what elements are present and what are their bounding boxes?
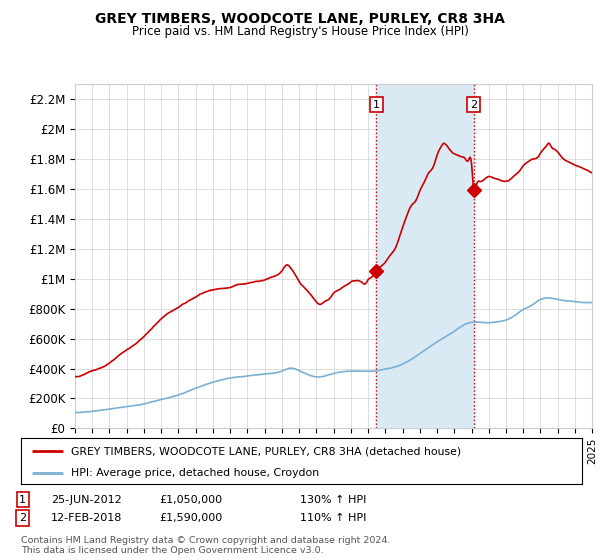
Text: 12-FEB-2018: 12-FEB-2018 [51,513,122,523]
Text: HPI: Average price, detached house, Croydon: HPI: Average price, detached house, Croy… [71,468,320,478]
Text: GREY TIMBERS, WOODCOTE LANE, PURLEY, CR8 3HA: GREY TIMBERS, WOODCOTE LANE, PURLEY, CR8… [95,12,505,26]
Text: 2: 2 [470,100,477,110]
Text: 110% ↑ HPI: 110% ↑ HPI [300,513,367,523]
Bar [376,84,473,428]
Text: 130% ↑ HPI: 130% ↑ HPI [300,494,367,505]
Text: £1,590,000: £1,590,000 [159,513,222,523]
Text: 25-JUN-2012: 25-JUN-2012 [51,494,122,505]
Text: Contains HM Land Registry data © Crown copyright and database right 2024.
This d: Contains HM Land Registry data © Crown c… [21,536,391,556]
Text: 1: 1 [373,100,380,110]
Text: GREY TIMBERS, WOODCOTE LANE, PURLEY, CR8 3HA (detached house): GREY TIMBERS, WOODCOTE LANE, PURLEY, CR8… [71,446,461,456]
Text: Price paid vs. HM Land Registry's House Price Index (HPI): Price paid vs. HM Land Registry's House … [131,25,469,38]
Text: 1: 1 [19,494,26,505]
Text: 2: 2 [19,513,26,523]
Text: £1,050,000: £1,050,000 [159,494,222,505]
